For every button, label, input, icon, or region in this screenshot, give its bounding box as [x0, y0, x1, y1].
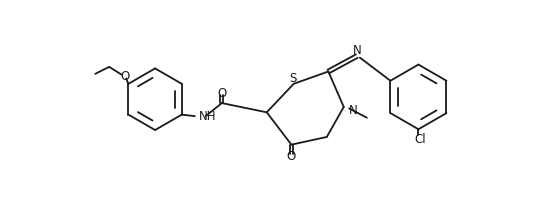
Text: Cl: Cl [414, 133, 426, 146]
Text: O: O [286, 150, 295, 163]
Text: O: O [217, 87, 226, 100]
Text: N: N [349, 104, 358, 116]
Text: NH: NH [199, 110, 216, 123]
Text: O: O [120, 70, 129, 83]
Text: N: N [353, 44, 362, 57]
Text: S: S [289, 72, 296, 85]
